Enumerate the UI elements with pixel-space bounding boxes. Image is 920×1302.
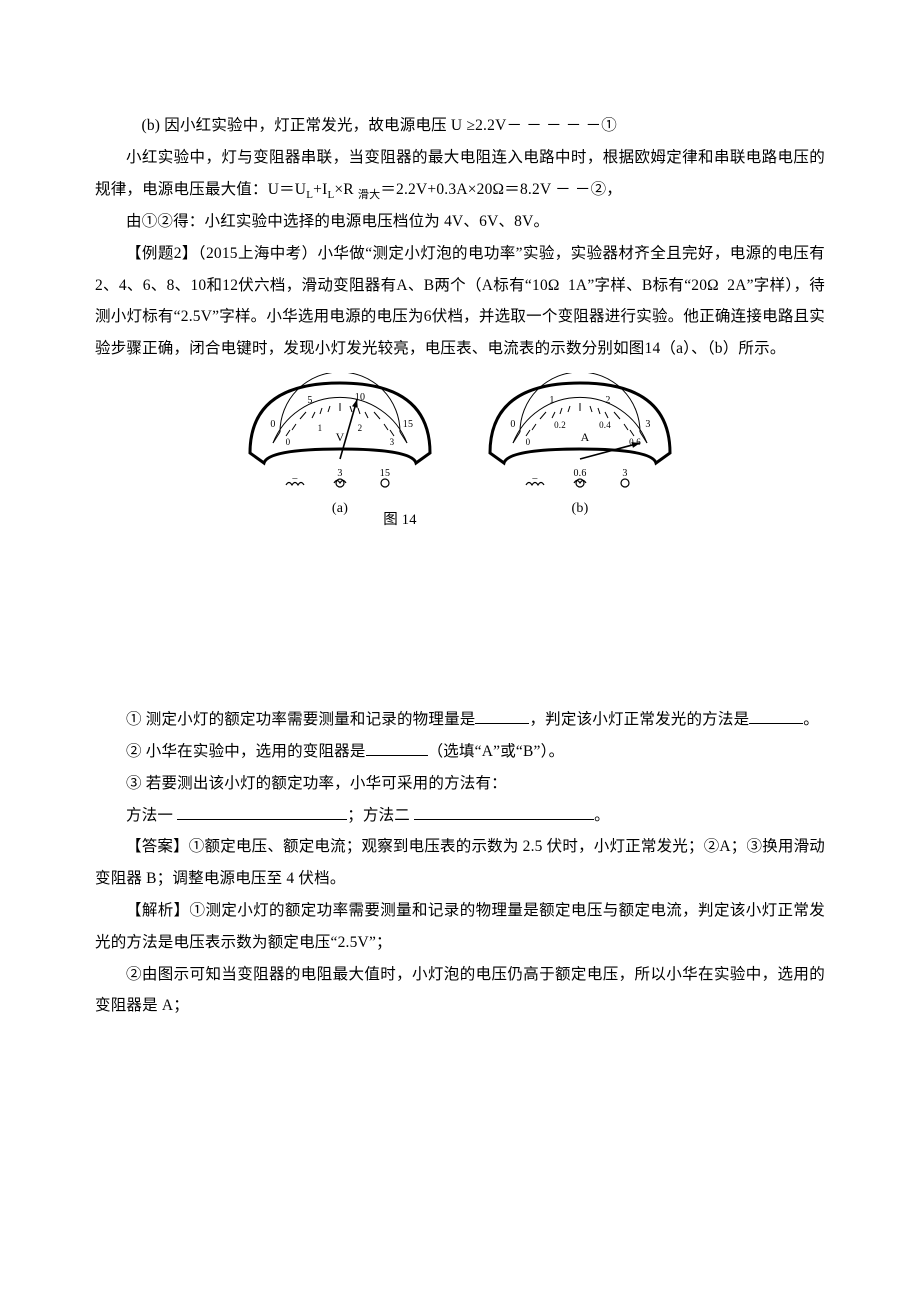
answer: 【答案】①额定电压、额定电流；观察到电压表的示数为 2.5 伏时，小灯正常发光；… (95, 831, 825, 895)
q2-text-b: （选填“A”或“B”）。 (428, 743, 565, 760)
figure-14: 0 5 10 15 0 1 2 3 V – 3 1 (95, 373, 825, 535)
svg-text:0: 0 (286, 437, 291, 447)
svg-text:0: 0 (270, 419, 275, 430)
q1-text-a: ① 测定小灯的额定功率需要测量和记录的物理量是 (126, 711, 475, 728)
svg-text:3: 3 (337, 468, 342, 479)
ammeter-panel: 0 1 2 3 0 0.2 0.4 0.6 A – 0.6 (480, 373, 680, 524)
figure-caption: 图 14 (35, 506, 765, 536)
q3-blank-1 (177, 802, 347, 820)
svg-text:1: 1 (549, 395, 554, 406)
svg-text:0.2: 0.2 (554, 420, 566, 430)
svg-text:3: 3 (622, 468, 627, 479)
q3m-a: 方法一 (126, 807, 177, 824)
svg-text:2: 2 (358, 423, 363, 433)
svg-text:5: 5 (307, 395, 312, 406)
question-3-methods: 方法一 ；方法二 。 (95, 800, 825, 832)
svg-text:A: A (581, 430, 590, 444)
svg-text:15: 15 (380, 468, 390, 479)
svg-text:3: 3 (390, 437, 395, 447)
ammeter-svg: 0 1 2 3 0 0.2 0.4 0.6 A – 0.6 (480, 373, 680, 493)
svg-text:V: V (336, 430, 345, 444)
para-series-rule: 小红实验中，灯与变阻器串联，当变阻器的最大电阻连入电路中时，根据欧姆定律和串联电… (95, 142, 825, 206)
q1-blank-1 (475, 706, 529, 724)
question-3: ③ 若要测出该小灯的额定功率，小华可采用的方法有： (95, 768, 825, 800)
q1-text-c: 。 (803, 711, 819, 728)
q1-text-b: ，判定该小灯正常发光的方法是 (529, 711, 749, 728)
svg-text:15: 15 (403, 419, 413, 430)
q3m-b: ；方法二 (347, 807, 414, 824)
voltmeter-panel: 0 5 10 15 0 1 2 3 V – 3 1 (240, 373, 440, 524)
question-2: ② 小华在实验中，选用的变阻器是 （选填“A”或“B”）。 (95, 736, 825, 768)
explain-1: 【解析】①测定小灯的额定功率需要测量和记录的物理量是额定电压与额定电流，判定该小… (95, 895, 825, 959)
para-conclusion: 由①②得：小红实验中选择的电源电压档位为 4V、6V、8V。 (95, 206, 825, 238)
example-2-stem: 【例题2】（2015上海中考）小华做“测定小灯泡的电功率”实验，实验器材齐全且完… (95, 238, 825, 365)
page-content: (b) 因小红实验中，灯正常发光，故电源电压 U ≥2.2V－ － － － －①… (0, 0, 920, 1082)
question-1: ① 测定小灯的额定功率需要测量和记录的物理量是 ，判定该小灯正常发光的方法是 。 (95, 704, 825, 736)
svg-text:2: 2 (605, 395, 610, 406)
svg-text:0.4: 0.4 (599, 420, 611, 430)
voltmeter-svg: 0 5 10 15 0 1 2 3 V – 3 1 (240, 373, 440, 493)
q3-blank-2 (414, 802, 594, 820)
svg-text:0.6: 0.6 (573, 468, 586, 479)
svg-text:1: 1 (318, 423, 323, 433)
para-b: (b) 因小红实验中，灯正常发光，故电源电压 U ≥2.2V－ － － － －① (95, 110, 825, 142)
q3m-c: 。 (594, 807, 610, 824)
svg-text:0: 0 (510, 419, 515, 430)
vertical-gap (95, 539, 825, 704)
q1-blank-2 (749, 706, 803, 724)
svg-text:0: 0 (526, 437, 531, 447)
svg-text:3: 3 (645, 419, 650, 430)
q2-blank (366, 738, 428, 756)
explain-2: ②由图示可知当变阻器的电阻最大值时，小灯泡的电压仍高于额定电压，所以小华在实验中… (95, 959, 825, 1023)
q2-text-a: ② 小华在实验中，选用的变阻器是 (126, 743, 366, 760)
